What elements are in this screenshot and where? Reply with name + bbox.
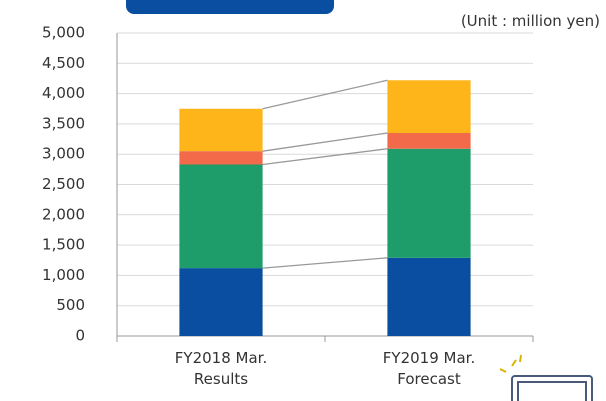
y-tick-label: 4,000 <box>42 84 85 102</box>
y-tick-label: 4,500 <box>42 54 85 72</box>
y-tick-label: 1,000 <box>42 266 85 284</box>
bar-segment <box>179 164 263 269</box>
bar-segment <box>179 151 263 165</box>
bar-segment <box>387 148 471 258</box>
bar-segment <box>387 80 471 133</box>
corner-icon <box>499 354 593 401</box>
connector-line <box>262 148 388 166</box>
y-tick-label: 2,500 <box>42 175 85 193</box>
y-tick-label: 500 <box>56 296 85 314</box>
bar-segment <box>387 132 471 149</box>
connector-line <box>262 132 388 152</box>
y-tick-label: 0 <box>75 327 85 345</box>
connector-line <box>262 257 388 269</box>
x-tick-label: FY2019 Mar. Forecast <box>382 349 476 388</box>
y-tick-label: 3,500 <box>42 114 85 132</box>
unit-label: (Unit : million yen) <box>460 12 600 30</box>
y-tick-label: 3,000 <box>42 145 85 163</box>
y-tick-label: 2,000 <box>42 205 85 223</box>
bar-segment <box>179 268 263 336</box>
y-tick-label: 5,000 <box>42 24 85 42</box>
bar-segment <box>387 257 471 336</box>
x-tick-label: FY2018 Mar. Results <box>174 349 268 388</box>
bar-segment <box>179 108 263 152</box>
title-banner <box>126 0 334 14</box>
y-tick-label: 1,500 <box>42 236 85 254</box>
connector-line <box>262 79 388 110</box>
